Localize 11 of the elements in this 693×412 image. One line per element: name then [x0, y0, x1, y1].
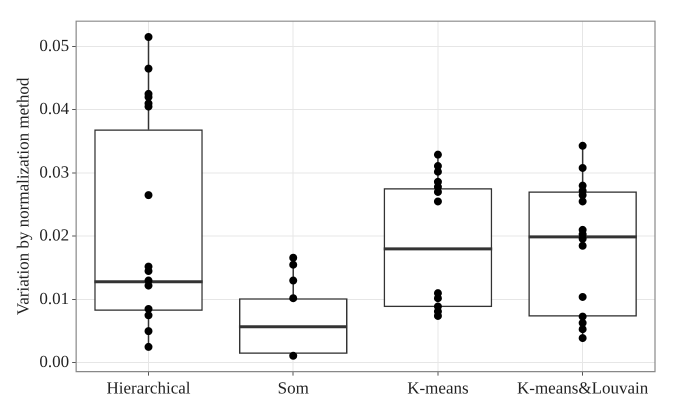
y-tick-label: 0.03: [39, 162, 70, 182]
y-tick-label: 0.01: [39, 288, 70, 308]
y-tick-label: 0.00: [39, 352, 70, 372]
x-tick-label: Som: [278, 378, 309, 398]
x-tick-label: Hierarchical: [106, 378, 191, 398]
y-tick-label: 0.04: [39, 99, 70, 118]
y-tick-label: 0.02: [39, 226, 70, 245]
x-tick-label: K-means: [407, 378, 469, 398]
y-axis-title: Variation by normalization method: [14, 77, 33, 316]
x-tick-label: K-means&Louvain: [517, 378, 649, 398]
y-tick-label: 0.05: [39, 36, 70, 55]
